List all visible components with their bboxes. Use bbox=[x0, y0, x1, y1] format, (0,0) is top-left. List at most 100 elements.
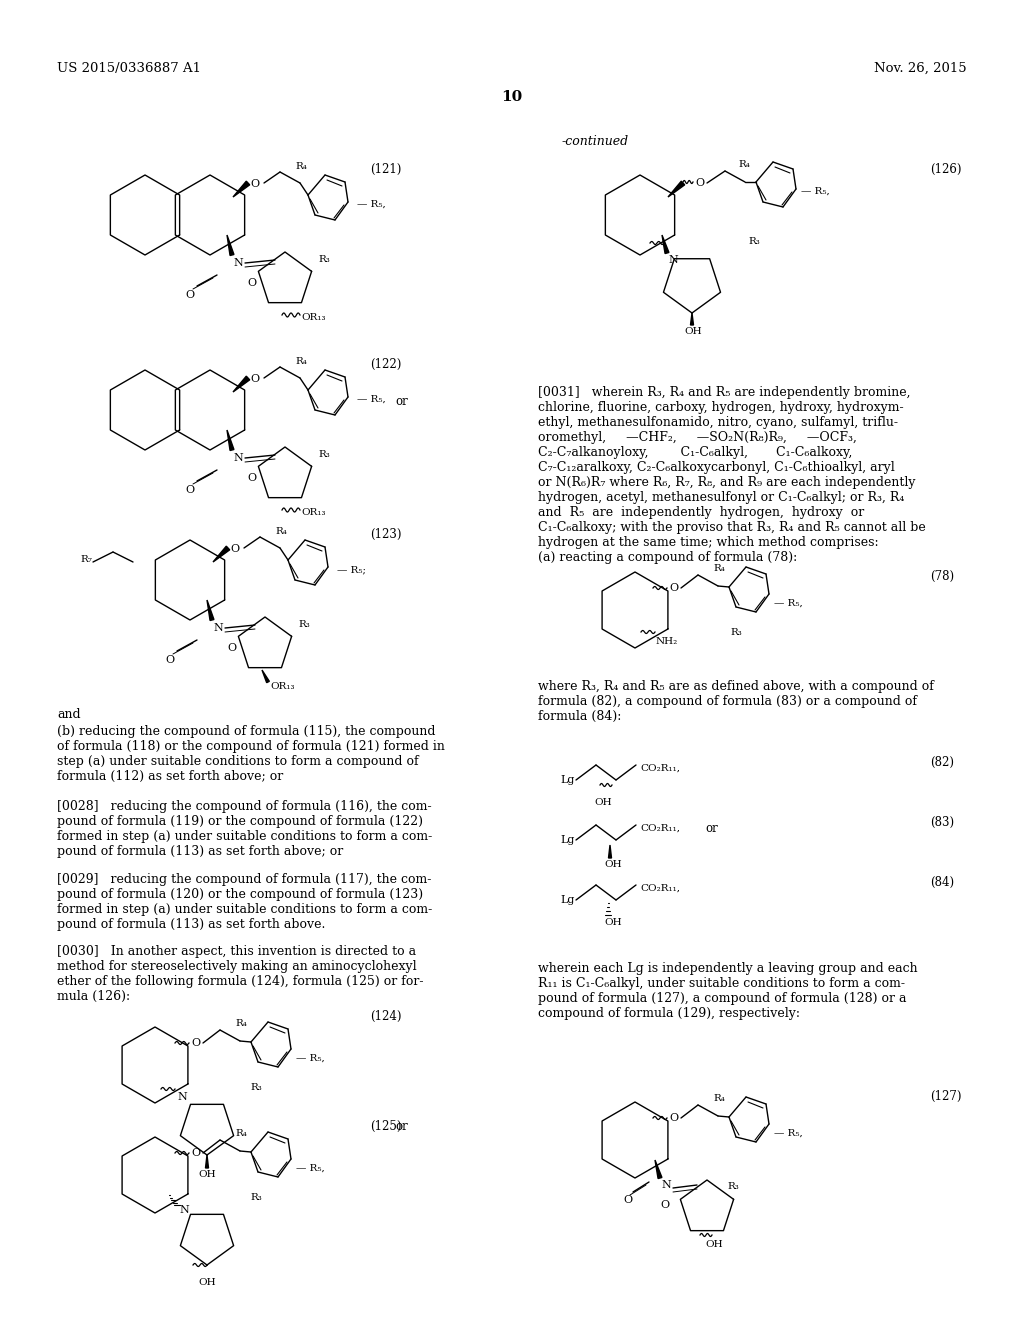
Text: O: O bbox=[165, 655, 174, 665]
Text: US 2015/0336887 A1: US 2015/0336887 A1 bbox=[57, 62, 201, 75]
Text: R₃: R₃ bbox=[250, 1082, 262, 1092]
Text: R₃: R₃ bbox=[748, 238, 760, 246]
Polygon shape bbox=[608, 845, 611, 858]
Text: O: O bbox=[185, 484, 195, 495]
Text: (126): (126) bbox=[930, 162, 962, 176]
Text: OH: OH bbox=[604, 861, 622, 869]
Text: CO₂R₁₁,: CO₂R₁₁, bbox=[640, 763, 680, 772]
Text: OH: OH bbox=[604, 917, 622, 927]
Text: (127): (127) bbox=[930, 1090, 962, 1104]
Text: N: N bbox=[233, 257, 243, 268]
Text: R₄: R₄ bbox=[295, 356, 307, 366]
Text: (123): (123) bbox=[370, 528, 401, 541]
Text: CO₂R₁₁,: CO₂R₁₁, bbox=[640, 824, 680, 833]
Text: or: or bbox=[395, 395, 408, 408]
Text: — R₅,: — R₅, bbox=[774, 599, 803, 609]
Text: O: O bbox=[230, 544, 240, 554]
Polygon shape bbox=[206, 1155, 209, 1168]
Text: R₃: R₃ bbox=[727, 1181, 738, 1191]
Polygon shape bbox=[668, 181, 685, 197]
Text: (82): (82) bbox=[930, 756, 954, 770]
Polygon shape bbox=[662, 235, 669, 253]
Text: R₄: R₄ bbox=[713, 1094, 725, 1104]
Text: O: O bbox=[191, 1038, 200, 1048]
Text: O: O bbox=[250, 374, 259, 384]
Text: O: O bbox=[695, 178, 705, 187]
Text: CO₂R₁₁,: CO₂R₁₁, bbox=[640, 883, 680, 892]
Text: Lg: Lg bbox=[560, 836, 574, 845]
Text: R₄: R₄ bbox=[275, 527, 287, 536]
Polygon shape bbox=[690, 313, 693, 325]
Text: R₃: R₃ bbox=[298, 620, 309, 630]
Text: (78): (78) bbox=[930, 570, 954, 583]
Text: R₃: R₃ bbox=[318, 450, 330, 459]
Text: Lg: Lg bbox=[560, 775, 574, 785]
Text: [0031]   wherein R₃, R₄ and R₅ are independently bromine,
chlorine, fluorine, ca: [0031] wherein R₃, R₄ and R₅ are indepen… bbox=[538, 385, 926, 564]
Text: R₄: R₄ bbox=[713, 564, 725, 573]
Text: where R₃, R₄ and R₅ are as defined above, with a compound of
formula (82), a com: where R₃, R₄ and R₅ are as defined above… bbox=[538, 680, 934, 723]
Text: OH: OH bbox=[705, 1239, 723, 1249]
Polygon shape bbox=[262, 671, 269, 682]
Text: OR₁₃: OR₁₃ bbox=[301, 508, 326, 517]
Polygon shape bbox=[233, 376, 250, 392]
Text: (121): (121) bbox=[370, 162, 401, 176]
Text: O: O bbox=[250, 180, 259, 189]
Text: [0028]   reducing the compound of formula (116), the com-
pound of formula (119): [0028] reducing the compound of formula … bbox=[57, 800, 432, 858]
Text: and: and bbox=[57, 708, 81, 721]
Text: R₃: R₃ bbox=[730, 628, 741, 638]
Text: R₄: R₄ bbox=[738, 160, 750, 169]
Text: N: N bbox=[233, 453, 243, 463]
Text: O: O bbox=[185, 290, 195, 300]
Text: N: N bbox=[213, 623, 223, 634]
Text: OH: OH bbox=[594, 799, 611, 807]
Text: O: O bbox=[191, 1148, 200, 1158]
Text: Lg: Lg bbox=[560, 895, 574, 906]
Text: R₄: R₄ bbox=[295, 162, 307, 172]
Text: OH: OH bbox=[684, 327, 701, 337]
Text: — R₅,: — R₅, bbox=[296, 1053, 325, 1063]
Text: (125): (125) bbox=[370, 1119, 401, 1133]
Text: OH: OH bbox=[198, 1278, 216, 1287]
Text: (124): (124) bbox=[370, 1010, 401, 1023]
Text: O: O bbox=[660, 1200, 669, 1210]
Text: O: O bbox=[623, 1195, 632, 1205]
Polygon shape bbox=[207, 601, 214, 620]
Text: OR₁₃: OR₁₃ bbox=[301, 313, 326, 322]
Text: [0030]   In another aspect, this invention is directed to a
method for stereosel: [0030] In another aspect, this invention… bbox=[57, 945, 424, 1003]
Text: (b) reducing the compound of formula (115), the compound
of formula (118) or the: (b) reducing the compound of formula (11… bbox=[57, 725, 444, 783]
Text: R₃: R₃ bbox=[318, 255, 330, 264]
Text: R₄: R₄ bbox=[234, 1019, 247, 1028]
Polygon shape bbox=[233, 181, 250, 197]
Text: (122): (122) bbox=[370, 358, 401, 371]
Text: 10: 10 bbox=[502, 90, 522, 104]
Text: — R₅,: — R₅, bbox=[357, 395, 386, 404]
Text: — R₅,: — R₅, bbox=[801, 187, 829, 195]
Text: N: N bbox=[179, 1205, 188, 1214]
Text: OH: OH bbox=[198, 1170, 216, 1179]
Text: O: O bbox=[247, 473, 256, 483]
Text: O: O bbox=[669, 583, 678, 593]
Text: -continued: -continued bbox=[561, 135, 629, 148]
Text: N: N bbox=[668, 255, 678, 265]
Text: OR₁₃: OR₁₃ bbox=[270, 682, 295, 690]
Text: (83): (83) bbox=[930, 816, 954, 829]
Text: — R₅,: — R₅, bbox=[357, 201, 386, 209]
Text: NH₂: NH₂ bbox=[656, 638, 678, 645]
Text: O: O bbox=[227, 643, 237, 653]
Text: N: N bbox=[662, 1180, 671, 1191]
Text: O: O bbox=[669, 1113, 678, 1123]
Text: — R₅;: — R₅; bbox=[337, 565, 366, 574]
Text: wherein each Lg is independently a leaving group and each
R₁₁ is C₁-C₆alkyl, und: wherein each Lg is independently a leavi… bbox=[538, 962, 918, 1020]
Text: — R₅,: — R₅, bbox=[774, 1129, 803, 1138]
Text: O: O bbox=[247, 279, 256, 288]
Text: or: or bbox=[705, 821, 718, 834]
Text: R₇: R₇ bbox=[80, 556, 92, 565]
Text: N: N bbox=[177, 1092, 186, 1102]
Text: or: or bbox=[395, 1119, 408, 1133]
Text: Nov. 26, 2015: Nov. 26, 2015 bbox=[874, 62, 967, 75]
Text: R₃: R₃ bbox=[250, 1193, 262, 1203]
Text: [0029]   reducing the compound of formula (117), the com-
pound of formula (120): [0029] reducing the compound of formula … bbox=[57, 873, 432, 931]
Polygon shape bbox=[655, 1160, 662, 1179]
Text: — R₅,: — R₅, bbox=[296, 1164, 325, 1173]
Polygon shape bbox=[213, 546, 229, 562]
